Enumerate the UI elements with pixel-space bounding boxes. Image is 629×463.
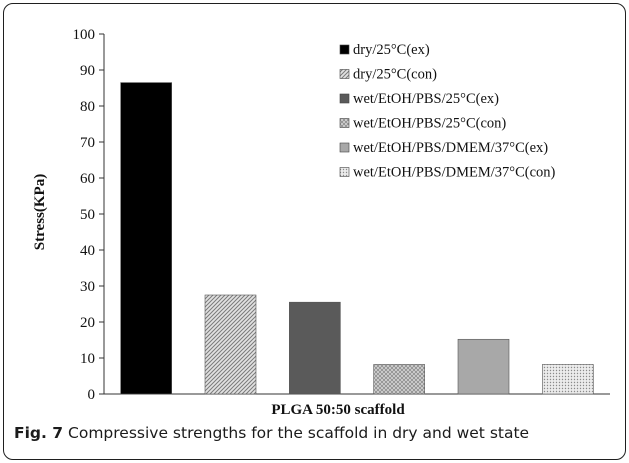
axes: 0 10 20 30 40 50 60 70 80 90 100	[73, 27, 610, 403]
y-tick-label: 40	[80, 243, 95, 259]
y-tick-label: 20	[80, 315, 95, 331]
y-tick-label: 10	[80, 351, 95, 367]
y-tick-label: 60	[80, 171, 95, 187]
figure-caption: Fig. 7 Compressive strengths for the sca…	[14, 424, 529, 442]
y-tick-label: 70	[80, 135, 95, 151]
bar	[204, 294, 257, 395]
figure-caption-label: Fig. 7	[14, 424, 64, 442]
x-axis-label: PLGA 50:50 scaffold	[271, 402, 405, 418]
legend-swatch	[339, 44, 350, 55]
bar	[289, 301, 341, 395]
legend-swatch	[339, 118, 350, 128]
legend-label: wet/EtOH/PBS/DMEM/37°C(ex)	[353, 140, 548, 156]
legend-swatch	[339, 93, 350, 104]
y-tick-label: 0	[88, 387, 96, 403]
bar	[457, 338, 510, 395]
legend-label: wet/EtOH/PBS/25°C(con)	[353, 116, 506, 132]
bar	[373, 364, 425, 395]
legend-label: dry/25°C(ex)	[353, 42, 430, 58]
legend: dry/25°C(ex) dry/25°C(con) wet/EtOH/PBS/25…	[339, 42, 556, 181]
y-tick-label: 30	[80, 279, 95, 295]
legend-swatch	[339, 142, 350, 153]
y-axis-label: Stress(KPa)	[32, 174, 48, 250]
legend-label: wet/EtOH/PBS/25°C(ex)	[353, 91, 499, 107]
y-tick-label: 100	[73, 27, 96, 43]
bars	[120, 82, 594, 395]
legend-swatch	[339, 167, 350, 177]
y-tick-label: 90	[80, 63, 95, 79]
legend-swatch	[339, 69, 350, 79]
legend-label: dry/25°C(con)	[353, 67, 437, 83]
bar	[542, 364, 594, 395]
bar	[120, 82, 172, 395]
figure-caption-text: Compressive strengths for the scaffold i…	[68, 424, 530, 442]
y-tick-label: 80	[80, 99, 95, 115]
y-tick-label: 50	[80, 207, 95, 223]
legend-label: wet/EtOH/PBS/DMEM/37°C(con)	[353, 165, 556, 181]
